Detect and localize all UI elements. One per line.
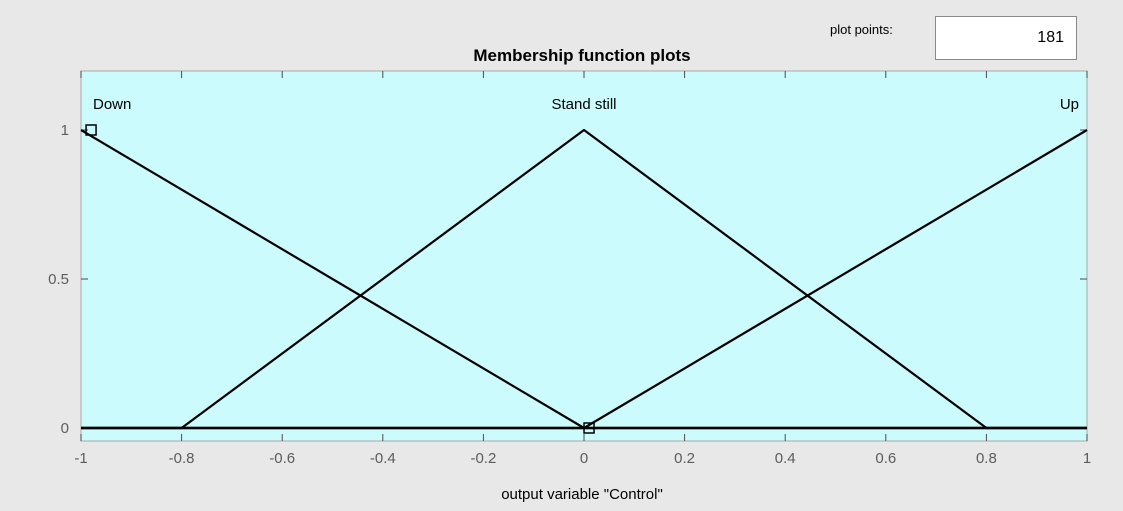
x-tick-label: 0.8 bbox=[976, 450, 997, 467]
x-tick-label: 0.6 bbox=[875, 450, 896, 467]
plot-area[interactable] bbox=[80, 70, 1088, 442]
plot-points-label: plot points: bbox=[830, 22, 893, 37]
y-tick-label: 1 bbox=[61, 122, 69, 139]
mf-label-stand-still[interactable]: Stand still bbox=[551, 96, 616, 113]
y-tick-label: 0.5 bbox=[48, 271, 69, 288]
x-tick-label: -0.4 bbox=[370, 450, 396, 467]
x-ticks: -1 -0.8 -0.6 -0.4 -0.2 0 0.2 0.4 0.6 0.8 1 bbox=[74, 71, 1091, 467]
mf-vertex-marker[interactable] bbox=[583, 422, 595, 434]
x-tick-label: -0.8 bbox=[169, 450, 195, 467]
x-tick-label: 0.2 bbox=[674, 450, 695, 467]
mf-labels: Down Stand still Up bbox=[93, 96, 1079, 113]
mf-label-up[interactable]: Up bbox=[1060, 96, 1079, 113]
x-tick-label: 0 bbox=[580, 450, 588, 467]
plot-points-input[interactable] bbox=[935, 16, 1077, 60]
chart-title: Membership function plots bbox=[473, 46, 690, 65]
mf-vertex-marker[interactable] bbox=[85, 124, 97, 136]
x-tick-label: -0.2 bbox=[470, 450, 496, 467]
mf-label-down[interactable]: Down bbox=[93, 96, 131, 113]
x-tick-label: 0.4 bbox=[775, 450, 796, 467]
x-tick-label: -0.6 bbox=[269, 450, 295, 467]
x-tick-label: -1 bbox=[74, 450, 87, 467]
x-tick-label: 1 bbox=[1083, 450, 1091, 467]
y-tick-label: 0 bbox=[61, 420, 69, 437]
selection-markers bbox=[85, 124, 595, 434]
x-axis-label: output variable "Control" bbox=[501, 486, 663, 503]
